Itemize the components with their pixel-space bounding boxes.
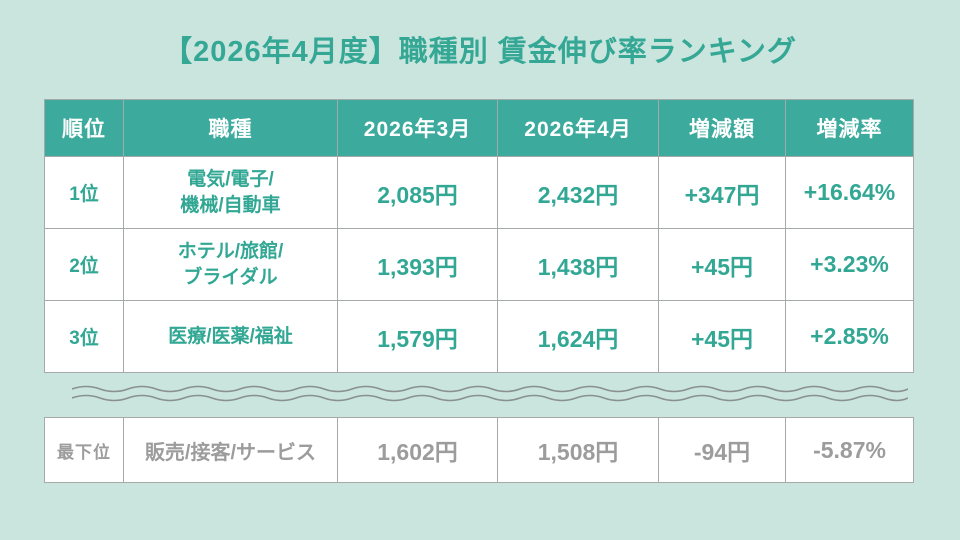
diff-rate-value: +3.23% — [785, 228, 914, 301]
april-value: 1,624円 — [497, 300, 659, 373]
march-value: 2,085円 — [337, 156, 498, 229]
diff-rate-value: +16.64% — [785, 156, 914, 229]
april-value: 1,508円 — [497, 417, 659, 483]
diff-amount-value: +45円 — [658, 228, 786, 301]
rank-label: 1位 — [44, 156, 124, 229]
lowest-rank-table: 最下位 販売/接客/サービス 1,602円 1,508円 -94円 -5.87% — [44, 417, 914, 483]
header-cell-april: 2026年4月 — [497, 99, 659, 157]
wave-line-bottom — [72, 394, 908, 402]
occupation-label: 医療/医薬/福祉 — [123, 300, 338, 373]
table-row-lowest: 最下位 販売/接客/サービス 1,602円 1,508円 -94円 -5.87% — [44, 417, 914, 483]
table-row-rank1: 1位 電気/電子/ 機械/自動車 2,085円 2,432円 +347円 +16… — [44, 156, 914, 229]
diff-amount-value: +45円 — [658, 300, 786, 373]
header-cell-march: 2026年3月 — [337, 99, 498, 157]
table-header-row: 順位 職種 2026年3月 2026年4月 増減額 増減率 — [44, 99, 914, 157]
occupation-label: 販売/接客/サービス — [123, 417, 338, 483]
march-value: 1,602円 — [337, 417, 498, 483]
rank-label: 2位 — [44, 228, 124, 301]
ranking-table: 順位 職種 2026年3月 2026年4月 増減額 増減率 1位 電気/電子/ … — [44, 99, 914, 373]
wave-line-top — [72, 385, 908, 393]
occupation-line2: 機械/自動車 — [180, 194, 281, 216]
occupation-label: 電気/電子/ 機械/自動車 — [123, 156, 338, 229]
rank-label: 3位 — [44, 300, 124, 373]
wavy-separator — [72, 385, 908, 402]
diff-rate-value: -5.87% — [785, 417, 914, 483]
table-row-rank2: 2位 ホテル/旅館/ ブライダル 1,393円 1,438円 +45円 +3.2… — [44, 228, 914, 301]
april-value: 2,432円 — [497, 156, 659, 229]
occupation-label: ホテル/旅館/ ブライダル — [123, 228, 338, 301]
table-row-rank3: 3位 医療/医薬/福祉 1,579円 1,624円 +45円 +2.85% — [44, 300, 914, 373]
occupation-line2: ブライダル — [183, 266, 278, 288]
page-title: 【2026年4月度】職種別 賃金伸び率ランキング — [163, 36, 797, 68]
march-value: 1,579円 — [337, 300, 498, 373]
april-value: 1,438円 — [497, 228, 659, 301]
header-cell-diff-amount: 増減額 — [658, 99, 786, 157]
header-cell-rank: 順位 — [44, 99, 124, 157]
march-value: 1,393円 — [337, 228, 498, 301]
occupation-line1: 電気/電子/ — [187, 168, 274, 190]
header-cell-occupation: 職種 — [123, 99, 338, 157]
diff-amount-value: -94円 — [658, 417, 786, 483]
rank-label: 最下位 — [44, 417, 124, 483]
occupation-line1: 医療/医薬/福祉 — [168, 325, 293, 347]
header-cell-diff-rate: 増減率 — [785, 99, 914, 157]
occupation-line1: ホテル/旅館/ — [177, 240, 284, 262]
diff-amount-value: +347円 — [658, 156, 786, 229]
diff-rate-value: +2.85% — [785, 300, 914, 373]
